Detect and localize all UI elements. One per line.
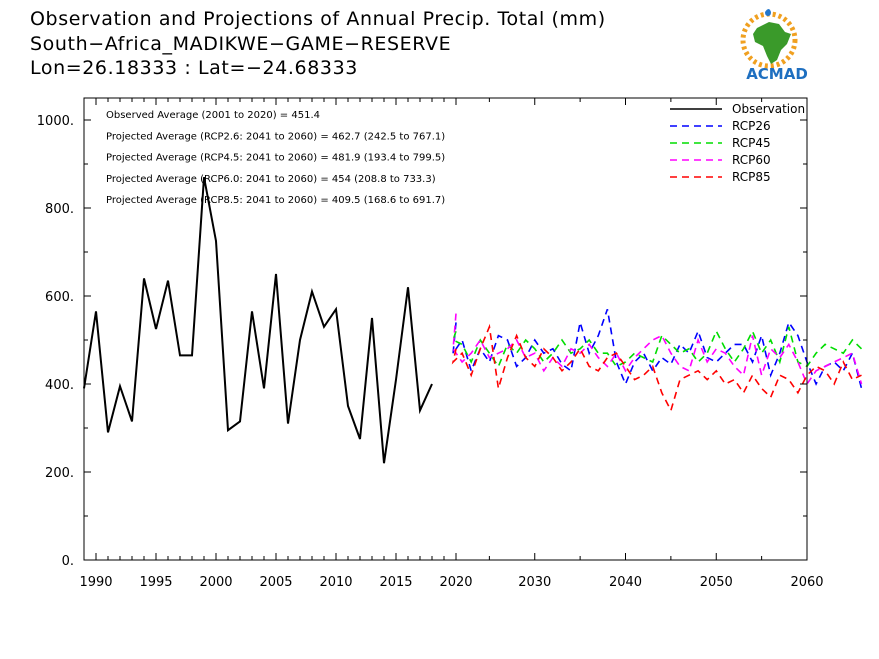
y-tick-label: 400. xyxy=(45,378,74,393)
series-line-rcp26 xyxy=(452,308,863,389)
average-annotation: Projected Average (RCP4.5: 2041 to 2060)… xyxy=(106,153,445,164)
average-annotation: Projected Average (RCP8.5: 2041 to 2060)… xyxy=(106,195,445,206)
legend-label: RCP45 xyxy=(732,136,771,150)
x-tick-label: 2005 xyxy=(259,575,292,590)
average-annotation: Projected Average (RCP6.0: 2041 to 2060)… xyxy=(106,174,436,185)
x-tick-label: 1995 xyxy=(139,575,172,590)
legend-label: Observation xyxy=(732,102,805,116)
x-tick-label: 1990 xyxy=(79,575,112,590)
x-tick-label: 2030 xyxy=(518,575,551,590)
y-tick-label: 600. xyxy=(45,290,74,305)
average-annotation: Projected Average (RCP2.6: 2041 to 2060)… xyxy=(106,131,445,142)
x-tick-label: 2060 xyxy=(790,575,823,590)
x-tick-label: 2040 xyxy=(609,575,642,590)
y-tick-label: 1000. xyxy=(37,114,74,129)
chart-title: Observation and Projections of Annual Pr… xyxy=(30,8,606,30)
series-line-observation xyxy=(83,177,433,464)
x-tick-label: 2015 xyxy=(379,575,412,590)
plot-frame xyxy=(83,97,808,561)
africa-map-logo-icon: ACMAD xyxy=(740,9,808,83)
x-tick-label: 2000 xyxy=(199,575,232,590)
x-tick-label: 2020 xyxy=(439,575,472,590)
legend-label: RCP85 xyxy=(732,170,771,184)
logo-text: ACMAD xyxy=(746,65,808,83)
station-coordinates: Lon=26.18333 : Lat=−24.68333 xyxy=(30,57,358,79)
average-annotation: Observed Average (2001 to 2020) = 451.4 xyxy=(106,110,320,121)
y-tick-label: 800. xyxy=(45,202,74,217)
series-line-rcp45 xyxy=(452,326,863,369)
x-tick-label: 2010 xyxy=(319,575,352,590)
series-line-rcp85 xyxy=(451,323,862,413)
legend-label: RCP60 xyxy=(732,153,771,167)
y-tick-label: 0. xyxy=(62,554,74,569)
station-name: South−Africa_MADIKWE−GAME−RESERVE xyxy=(30,33,452,55)
legend-label: RCP26 xyxy=(732,119,771,133)
x-tick-label: 2050 xyxy=(700,575,733,590)
y-tick-label: 200. xyxy=(45,466,74,481)
